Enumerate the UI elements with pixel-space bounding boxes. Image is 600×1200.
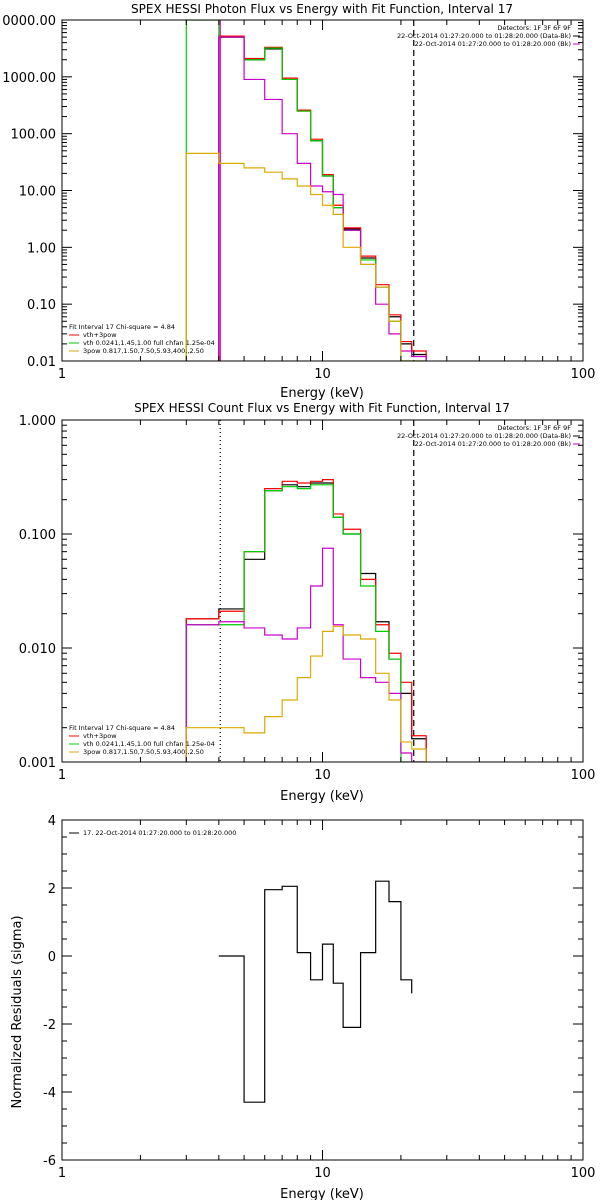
residuals-series-line-1 [218, 880, 413, 1103]
photon-flux-x-tick-label: 1 [58, 367, 66, 382]
residuals-y-tick-label: 4 [48, 814, 56, 829]
count-flux-panel: SPEX HESSI Count Flux vs Energy with Fit… [19, 401, 596, 804]
photon-flux-y-tick-label: 0000.00 [2, 14, 56, 29]
count-flux-y-tick-label: 0.100 [19, 528, 56, 543]
residuals-y-tick-label: -4 [43, 1086, 56, 1101]
count-flux-x-axis-label: Energy (keV) [280, 789, 364, 804]
photon-flux-legend-caption: Fit Interval 17 Chi-square = 4.84 [69, 323, 175, 331]
photon-flux-title: SPEX HESSI Photon Flux vs Energy with Fi… [131, 2, 513, 16]
residuals-y-tick-label: 0 [48, 950, 56, 965]
count-flux-legend-entry-1: vth+3pow [83, 732, 117, 740]
count-flux-header-line-2: 22-Oct-2014 01:27:20.000 to 01:28:20.000… [397, 432, 571, 440]
count-flux-series-line-3 [185, 484, 427, 762]
photon-flux-legend-entry-1: vth+3pow [83, 331, 117, 339]
photon-flux-plot-area: 1 10 100 0.01 0.10 1.00 10.00 100.00 1000.00 0000… [2, 14, 595, 382]
residuals-y-tick-label: 2 [48, 882, 56, 897]
photon-flux-x-tick-label: 100 [571, 367, 596, 382]
photon-flux-header-line-1: Detectors: 1F 3F 6F 9F [497, 24, 571, 32]
photon-flux-header-line-2: 22-Oct-2014 01:27:20.000 to 01:28:20.000… [397, 32, 571, 40]
photon-flux-x-axis-label: Energy (keV) [280, 386, 364, 401]
photon-flux-y-tick-label: 100.00 [11, 128, 57, 143]
count-flux-x-tick-label: 10 [314, 768, 331, 783]
photon-flux-header-line-3: 22-Oct-2014 01:27:20.000 to 01:28:20.000… [415, 40, 571, 48]
photon-flux-series-line-5 [185, 152, 427, 361]
residuals-y-tick-label: -6 [43, 1154, 56, 1169]
residuals-legend: 17. 22-Oct-2014 01:27:20.000 to 01:28:20… [69, 829, 236, 837]
count-flux-legend: Fit Interval 17 Chi-square = 4.84vth+3po… [69, 724, 215, 756]
residuals-legend-entry-1: 17. 22-Oct-2014 01:27:20.000 to 01:28:20… [83, 829, 236, 837]
count-flux-y-tick-label: 0.001 [19, 756, 56, 771]
count-flux-title: SPEX HESSI Count Flux vs Energy with Fit… [134, 401, 510, 415]
photon-flux-panel: SPEX HESSI Photon Flux vs Energy with Fi… [2, 2, 595, 401]
count-flux-plot-area: 1 10 100 0.001 0.010 0.100 1.000 [19, 414, 596, 783]
photon-flux-y-tick-label: 1000.00 [2, 71, 56, 86]
count-flux-header-line-1: Detectors: 1F 3F 6F 9F [497, 424, 571, 432]
photon-flux-series-group [185, 20, 427, 361]
residuals-x-axis-label: Energy (keV) [280, 1187, 364, 1200]
count-flux-series-line-5 [185, 625, 427, 762]
count-flux-legend-caption: Fit Interval 17 Chi-square = 4.84 [69, 724, 175, 732]
photon-flux-legend-entry-2: vth 0.0241,1.45,1.00 full chfan 1.25e-04 [83, 339, 215, 347]
residuals-y-axis-label: Normalized Residuals (sigma) [10, 915, 25, 1108]
residuals-x-tick-label: 10 [314, 1166, 331, 1181]
count-flux-series-group [185, 479, 427, 762]
photon-flux-y-tick-label: 1.00 [27, 241, 56, 256]
count-flux-legend-entry-3: 3pow 0.817,1.50,7.50,5.93,400.,2.50 [83, 748, 204, 756]
residuals-series-group [218, 880, 413, 1103]
photon-flux-y-tick-label: 0.10 [27, 298, 56, 313]
residuals-x-tick-label: 1 [58, 1166, 66, 1181]
count-flux-x-tick-label: 1 [58, 768, 66, 783]
photon-flux-y-tick-label: 0.01 [27, 355, 56, 370]
residuals-panel: 1 10 100 -6 -4 -2 0 2 4 Energy (keV) Normalized … [10, 814, 595, 1200]
residuals-plot-area: 1 10 100 -6 -4 -2 0 2 4 [43, 814, 595, 1181]
photon-flux-legend-entry-3: 3pow 0.817,1.50,7.50,5.93,400.,2.50 [83, 347, 204, 355]
count-flux-header-line-3: 22-Oct-2014 01:27:20.000 to 01:28:20.000… [415, 440, 571, 448]
count-flux-y-tick-label: 1.000 [19, 414, 56, 429]
residuals-y-tick-label: -2 [43, 1018, 56, 1033]
photon-flux-x-tick-label: 10 [314, 367, 331, 382]
photon-flux-legend: Fit Interval 17 Chi-square = 4.84vth+3po… [69, 323, 215, 355]
count-flux-legend-entry-2: vth 0.0241,1.45,1.00 full chfan 1.25e-04 [83, 740, 215, 748]
residuals-x-tick-label: 100 [571, 1166, 596, 1181]
photon-flux-y-tick-label: 10.00 [19, 185, 56, 200]
count-flux-y-tick-label: 0.010 [19, 642, 56, 657]
count-flux-x-tick-label: 100 [571, 768, 596, 783]
